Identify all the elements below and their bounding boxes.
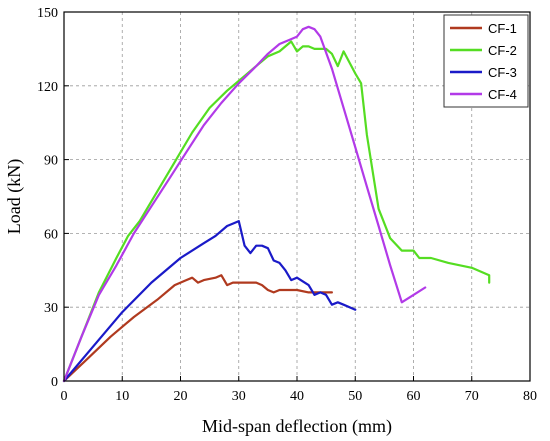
y-tick-label: 60 bbox=[44, 227, 58, 242]
axis-ticks: 0 10 20 30 40 50 60 70 80 0 30 60 90 120 150 bbox=[37, 6, 537, 404]
legend: CF-1 CF-2 CF-3 CF-4 bbox=[443, 14, 529, 108]
x-tick-label: 50 bbox=[348, 389, 362, 404]
legend-box bbox=[443, 14, 529, 108]
legend-label: CF-3 bbox=[488, 65, 517, 80]
x-axis-title: Mid-span deflection (mm) bbox=[202, 416, 392, 437]
y-axis-title: Load (kN) bbox=[4, 159, 25, 234]
y-tick-label: 30 bbox=[44, 301, 58, 316]
series-line-cf-2 bbox=[62, 40, 491, 383]
legend-label: CF-1 bbox=[488, 21, 517, 36]
x-tick-label: 10 bbox=[115, 389, 129, 404]
series-line-cf-4 bbox=[62, 25, 427, 383]
y-tick-label: 90 bbox=[44, 154, 58, 169]
x-tick-label: 30 bbox=[232, 389, 246, 404]
x-tick-label: 70 bbox=[465, 389, 479, 404]
x-tick-label: 0 bbox=[61, 389, 68, 404]
legend-label: CF-4 bbox=[488, 87, 517, 102]
series-line-cf-1 bbox=[62, 274, 333, 383]
x-tick-label: 40 bbox=[290, 389, 304, 404]
series-group bbox=[62, 25, 491, 383]
legend-label: CF-2 bbox=[488, 43, 517, 58]
x-tick-label: 80 bbox=[523, 389, 537, 404]
x-tick-label: 60 bbox=[407, 389, 421, 404]
y-tick-label: 150 bbox=[37, 6, 58, 21]
y-tick-label: 0 bbox=[51, 375, 58, 390]
x-tick-label: 20 bbox=[174, 389, 188, 404]
series-line-cf-3 bbox=[62, 220, 357, 383]
y-tick-label: 120 bbox=[37, 80, 58, 95]
